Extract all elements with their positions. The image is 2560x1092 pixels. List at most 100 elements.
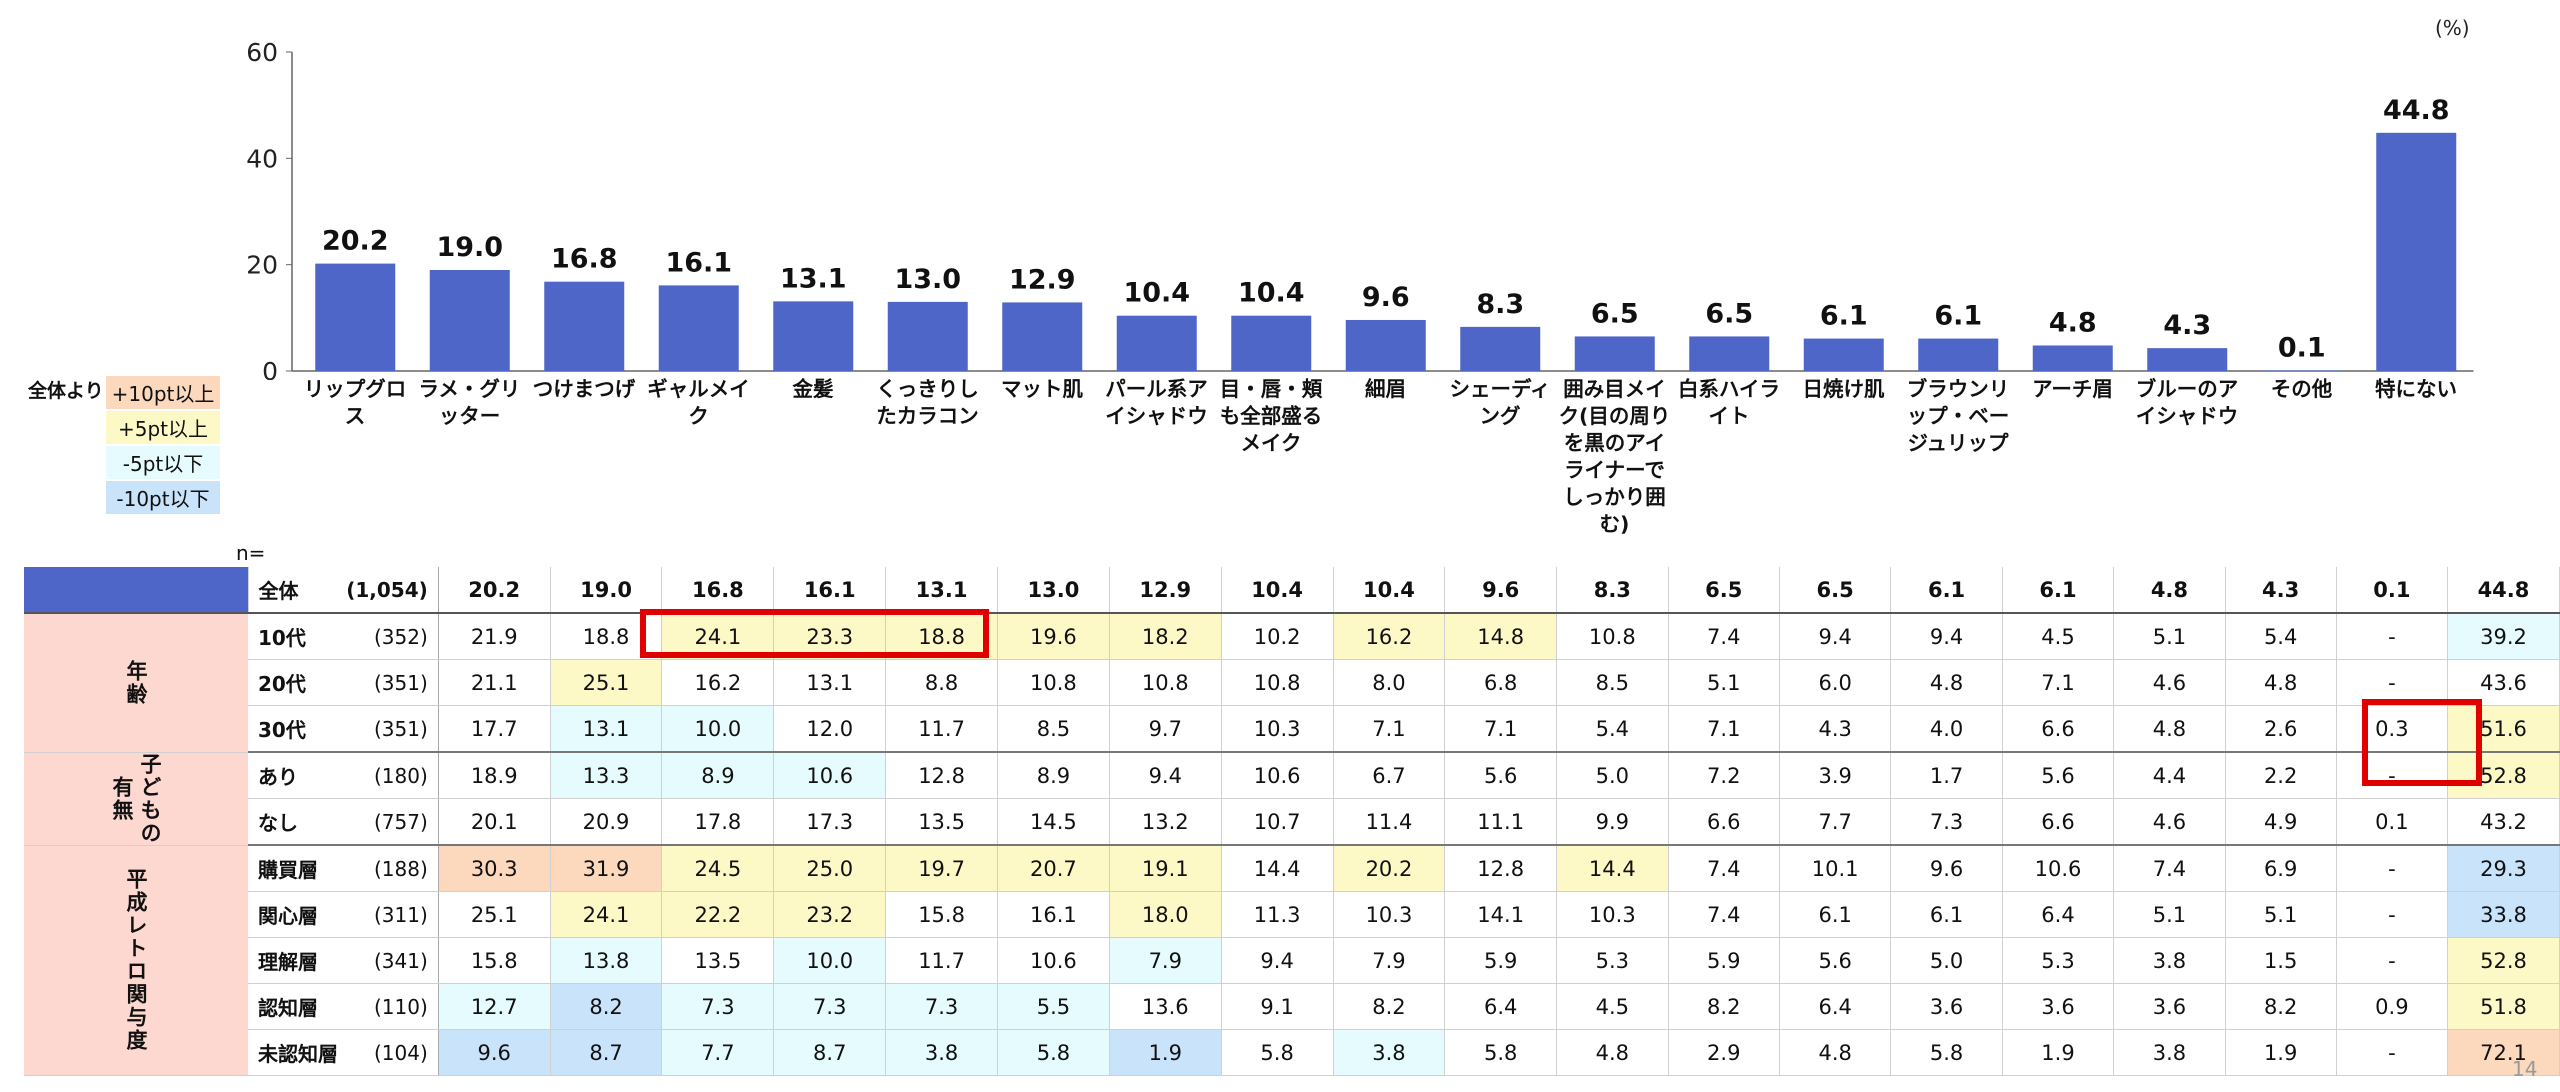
- bar-value-label: 10.4: [1123, 278, 1190, 309]
- category-label: ブラウンリップ・ベージュリップ: [1906, 377, 2010, 455]
- table-cell: 6.6: [2002, 798, 2115, 846]
- table-cell: 2.9: [1668, 1029, 1780, 1076]
- table-cell: -: [2336, 845, 2448, 892]
- table-cell: 17.8: [661, 798, 775, 846]
- table-cell: 43.2: [2447, 798, 2560, 846]
- table-cell: 7.3: [773, 983, 887, 1030]
- table-cell: 21.9: [438, 613, 551, 660]
- category-label: 日焼け肌: [1802, 377, 1885, 401]
- table-cell: 21.1: [438, 659, 551, 706]
- table-cell: 39.2: [2447, 613, 2560, 660]
- table-cell: 5.8: [997, 1029, 1110, 1076]
- table-cell: 13.0: [997, 567, 1110, 614]
- table-cell: 5.1: [2225, 891, 2337, 938]
- table-cell: 15.8: [885, 891, 998, 938]
- group-label: 平成レトロ関与度: [24, 845, 248, 1076]
- table-cell: 7.4: [2113, 845, 2226, 892]
- table-cell: -: [2336, 937, 2448, 984]
- bar: [773, 301, 854, 371]
- table-cell: 7.4: [1668, 891, 1780, 938]
- bar-value-label: 6.5: [1591, 298, 1639, 329]
- table-cell: 11.1: [1444, 798, 1557, 846]
- table-cell: -: [2336, 752, 2448, 799]
- bar-value-label: 6.5: [1705, 298, 1753, 329]
- table-cell: 0.3: [2336, 705, 2448, 753]
- table-cell: 10.6: [1221, 752, 1334, 799]
- y-tick-label: 60: [246, 38, 278, 67]
- bar: [1116, 315, 1197, 371]
- table-cell: 9.7: [1109, 705, 1222, 753]
- table-cell: 13.8: [550, 937, 663, 984]
- table-cell: 23.2: [773, 891, 887, 938]
- bar: [1231, 315, 1312, 371]
- legend-item-plus10: +10pt以上: [106, 376, 220, 409]
- row-label: 全体: [248, 567, 341, 614]
- bar-value-label: 4.8: [2049, 307, 2097, 338]
- bar: [1574, 336, 1655, 371]
- bar: [658, 285, 739, 371]
- table-cell: 13.2: [1109, 798, 1222, 846]
- table-row: 子どもの有無 あり (180) 18.9 13.3 8.9 10.6 12.8 8.9 9.4 10…: [24, 752, 2560, 846]
- row-label: 10代: [248, 613, 341, 660]
- table-cell: 9.9: [1556, 798, 1669, 846]
- table-cell: 10.8: [1556, 613, 1669, 660]
- table-cell: 0.1: [2336, 567, 2448, 614]
- table-cell: 12.9: [1109, 567, 1222, 614]
- table-cell: 8.0: [1333, 659, 1446, 706]
- category-label: 囲み目メイク(目の周りを黒のアイライナーでしっかり囲む): [1558, 377, 1671, 536]
- category-label: ブルーのアイシャドウ: [2135, 377, 2239, 428]
- table-cell: 19.7: [885, 845, 998, 892]
- category-label: ラメ・グリッター: [418, 377, 521, 428]
- table-cell: 3.6: [2113, 983, 2226, 1030]
- highlight-box-none: [2362, 699, 2482, 786]
- table-cell: 10.8: [1109, 659, 1222, 706]
- table-cell: 9.4: [1109, 752, 1222, 799]
- table-cell: 13.5: [885, 798, 998, 846]
- table-row-total: 全体 (1,054) 20.2 19.0 16.8 16.1 13.1 13.0 12.9 10.…: [24, 567, 2560, 614]
- table-cell: -: [2336, 1029, 2448, 1076]
- table-cell: 10.4: [1221, 567, 1334, 614]
- table-cell: 8.7: [550, 1029, 663, 1076]
- table-cell: 1.9: [2225, 1029, 2337, 1076]
- category-label: 目・唇・頬も全部盛るメイク: [1219, 377, 1323, 455]
- table-row: 年齢 10代 (352) 21.9 18.8 24.1 23.3 18.8 19.6 18.2 10…: [24, 613, 2560, 753]
- category-label: リップグロス: [303, 377, 407, 428]
- table-cell: 10.6: [997, 937, 1110, 984]
- table-cell: 11.7: [885, 937, 998, 984]
- table-cell: 14.4: [1556, 845, 1669, 892]
- table-cell: 4.6: [2113, 659, 2226, 706]
- bar-value-label: 6.1: [1934, 301, 1982, 332]
- table-cell: 24.1: [550, 891, 663, 938]
- table-cell: 10.4: [1333, 567, 1446, 614]
- table-cell: 8.2: [2225, 983, 2337, 1030]
- table-cell: 4.8: [2113, 705, 2226, 753]
- table-cell: 3.8: [2113, 937, 2226, 984]
- row-label: 認知層: [248, 983, 341, 1030]
- bar-value-label: 13.1: [780, 263, 847, 294]
- table-cell: 6.5: [1668, 567, 1780, 614]
- table-cell: 19.6: [997, 613, 1110, 660]
- table-cell: 1.9: [1109, 1029, 1222, 1076]
- table-cell: 13.3: [550, 752, 663, 799]
- bar: [315, 263, 396, 371]
- table-cell: 12.7: [438, 983, 551, 1030]
- bar: [544, 281, 625, 371]
- table-cell: 17.3: [773, 798, 887, 846]
- table-cell: 7.1: [2002, 659, 2115, 706]
- bar-value-label: 16.8: [551, 244, 618, 275]
- total-swatch: [24, 567, 249, 614]
- table-cell: 19.1: [1109, 845, 1222, 892]
- page-number: 14: [2512, 1057, 2538, 1081]
- row-n: (351): [340, 705, 439, 753]
- y-tick-label: 0: [262, 357, 278, 380]
- table-cell: 5.1: [2113, 891, 2226, 938]
- table-cell: 10.0: [661, 705, 775, 753]
- table-cell: 18.9: [438, 752, 551, 799]
- legend-item-plus5: +5pt以上: [106, 411, 220, 444]
- table-cell: 16.2: [661, 659, 775, 706]
- table-cell: 72.1: [2447, 1029, 2560, 1076]
- n-label: n=: [236, 541, 266, 565]
- table-cell: 7.1: [1333, 705, 1446, 753]
- bar: [2032, 345, 2113, 371]
- table-cell: 13.5: [661, 937, 775, 984]
